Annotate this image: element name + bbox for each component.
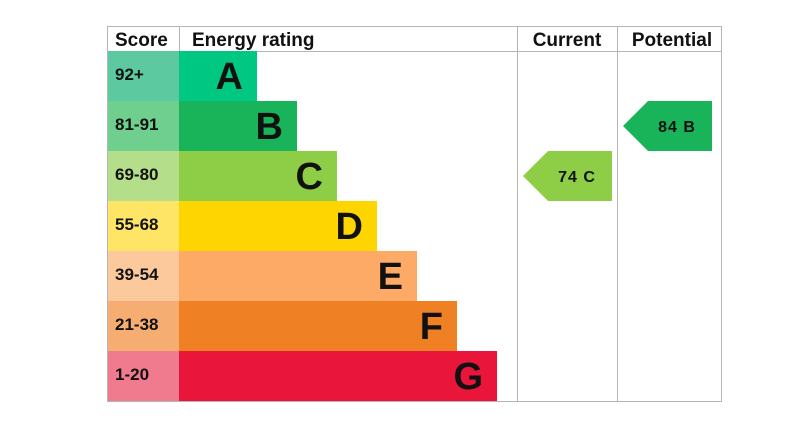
band-row-g: 1-20 G <box>108 351 497 401</box>
rating-arrows: 74 C 84 B <box>523 101 712 201</box>
score-label-g: 1-20 <box>115 365 149 384</box>
band-letter-f: F <box>420 306 443 348</box>
band-bar-g <box>179 351 497 401</box>
current-rating-arrow: 74 C <box>523 151 612 201</box>
band-letter-c: C <box>296 156 323 198</box>
band-letter-d: D <box>336 206 363 248</box>
band-bar-b <box>179 101 297 151</box>
potential-rating-arrow: 84 B <box>623 101 712 151</box>
band-bar-d <box>179 201 377 251</box>
score-label-b: 81-91 <box>115 115 158 134</box>
rating-bands: 92+ A 81-91 B 69-80 C 55-68 D 39-54 E 21-38 F 1-20 G <box>108 51 497 401</box>
score-cell-a <box>108 51 179 101</box>
table-border <box>107 26 722 402</box>
score-cell-d <box>108 201 179 251</box>
band-bar-a <box>179 51 257 101</box>
band-bar-e <box>179 251 417 301</box>
header-potential: Potential <box>632 30 712 51</box>
band-letter-e: E <box>378 256 403 298</box>
score-label-c: 69-80 <box>115 165 158 184</box>
header-current: Current <box>533 30 602 51</box>
band-letter-b: B <box>256 106 283 148</box>
band-row-a: 92+ A <box>108 51 257 101</box>
band-row-d: 55-68 D <box>108 201 377 251</box>
score-cell-f <box>108 301 179 351</box>
score-cell-g <box>108 351 179 401</box>
score-label-a: 92+ <box>115 65 144 84</box>
current-rating-arrow-shape <box>523 151 612 201</box>
potential-rating-arrow-shape <box>623 101 712 151</box>
band-row-c: 69-80 C <box>108 151 337 201</box>
band-letter-a: A <box>216 56 243 98</box>
band-row-b: 81-91 B <box>108 101 297 151</box>
score-cell-c <box>108 151 179 201</box>
band-bar-f <box>179 301 457 351</box>
score-label-d: 55-68 <box>115 215 158 234</box>
current-rating-arrow-label: 74 C <box>558 169 596 186</box>
band-row-f: 21-38 F <box>108 301 457 351</box>
band-bar-c <box>179 151 337 201</box>
score-cell-e <box>108 251 179 301</box>
potential-rating-arrow-label: 84 B <box>658 119 696 136</box>
header-score: Score <box>115 30 168 51</box>
header-energy-rating: Energy rating <box>192 30 314 51</box>
band-letter-g: G <box>453 356 483 398</box>
score-label-e: 39-54 <box>115 265 159 284</box>
band-row-e: 39-54 E <box>108 251 417 301</box>
score-label-f: 21-38 <box>115 315 158 334</box>
table-grid <box>107 26 722 402</box>
score-cell-b <box>108 101 179 151</box>
